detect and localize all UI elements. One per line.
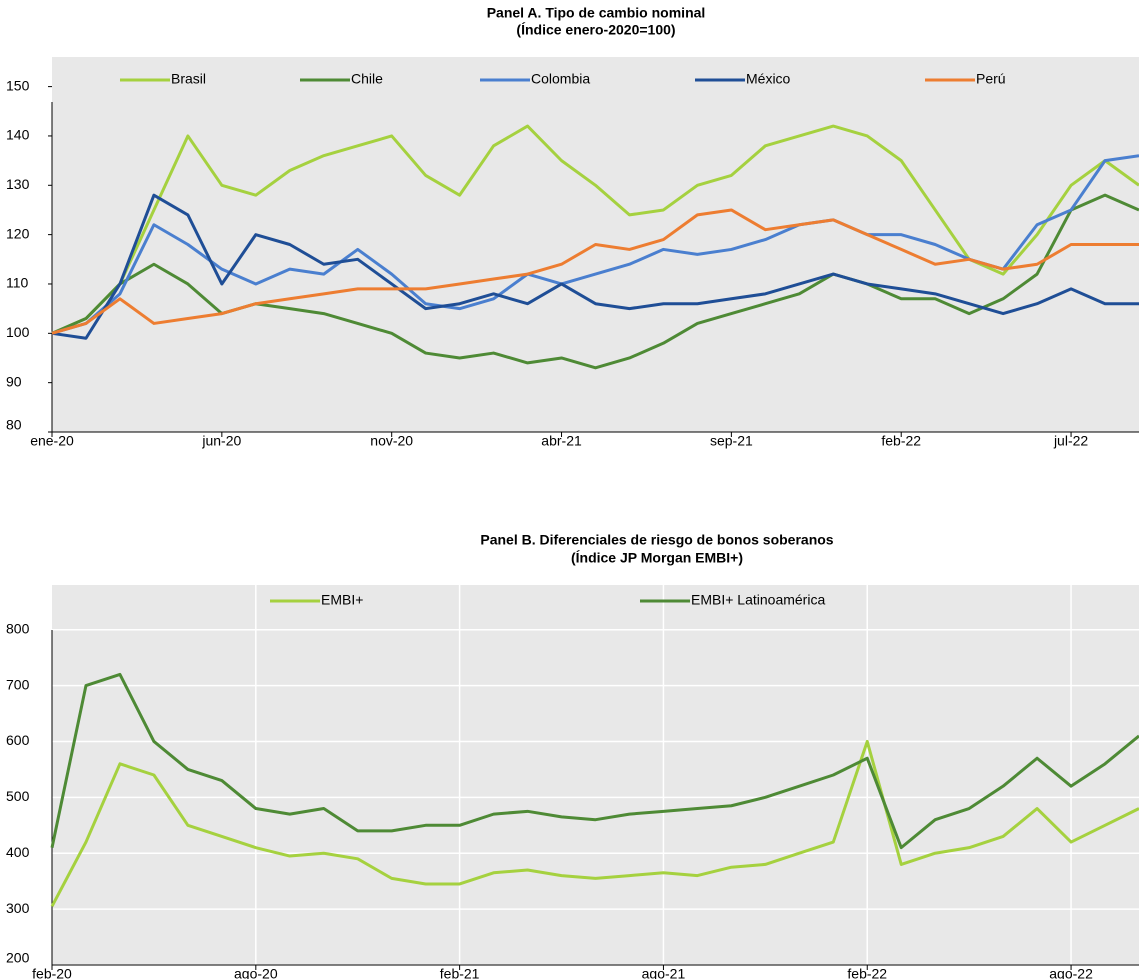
x-tick-label: feb-20 <box>32 966 72 979</box>
legend-label: Brasil <box>171 71 206 87</box>
x-tick-label: jun-20 <box>201 433 241 449</box>
x-tick-label: feb-22 <box>881 433 921 449</box>
x-tick-label: jul-22 <box>1053 433 1088 449</box>
y-tick-label: 120 <box>6 225 30 241</box>
y-tick-label: 700 <box>6 676 30 692</box>
legend-label: México <box>746 71 791 87</box>
series-line <box>50 739 1139 908</box>
legend-label: EMBI+ Latinoamérica <box>691 592 825 608</box>
x-tick-label: abr-21 <box>541 433 582 449</box>
series-line <box>51 154 1139 335</box>
legend-label: Colombia <box>531 71 590 87</box>
y-tick-label: 600 <box>6 732 30 748</box>
y-tick-label: 80 <box>6 417 22 433</box>
x-tick-label: nov-20 <box>370 433 413 449</box>
y-tick-label: 200 <box>6 950 30 966</box>
y-tick-label: 140 <box>6 127 30 143</box>
series-line <box>51 193 1139 340</box>
x-tick-label: sep-21 <box>710 433 753 449</box>
y-tick-label: 100 <box>6 324 30 340</box>
y-tick-label: 150 <box>6 77 30 93</box>
x-tick-label: ago-21 <box>642 966 686 979</box>
y-tick-label: 500 <box>6 788 30 804</box>
x-tick-label: ene-20 <box>30 433 74 449</box>
y-tick-label: 130 <box>6 176 30 192</box>
legend-label: Chile <box>351 71 383 87</box>
legend-label: EMBI+ <box>321 592 363 608</box>
chart-subtitle: (Índice enero-2020=100) <box>516 22 675 38</box>
y-tick-label: 110 <box>6 275 29 291</box>
y-tick-label: 400 <box>6 844 30 860</box>
x-tick-label: ago-22 <box>1049 966 1093 979</box>
series-line <box>50 672 1139 850</box>
chart-subtitle: (Índice JP Morgan EMBI+) <box>571 550 743 566</box>
plot-area <box>52 585 1139 965</box>
x-tick-label: feb-22 <box>847 966 887 979</box>
y-tick-label: 300 <box>6 900 30 916</box>
chart-title: Panel A. Tipo de cambio nominal <box>487 5 706 21</box>
x-tick-label: ago-20 <box>234 966 278 979</box>
legend-label: Perú <box>976 71 1006 87</box>
y-tick-label: 800 <box>6 620 30 636</box>
chart-title: Panel B. Diferenciales de riesgo de bono… <box>480 532 833 548</box>
y-tick-label: 90 <box>6 373 22 389</box>
series-line <box>51 124 1139 335</box>
series-line <box>51 208 1139 335</box>
x-tick-label: feb-21 <box>440 966 480 979</box>
